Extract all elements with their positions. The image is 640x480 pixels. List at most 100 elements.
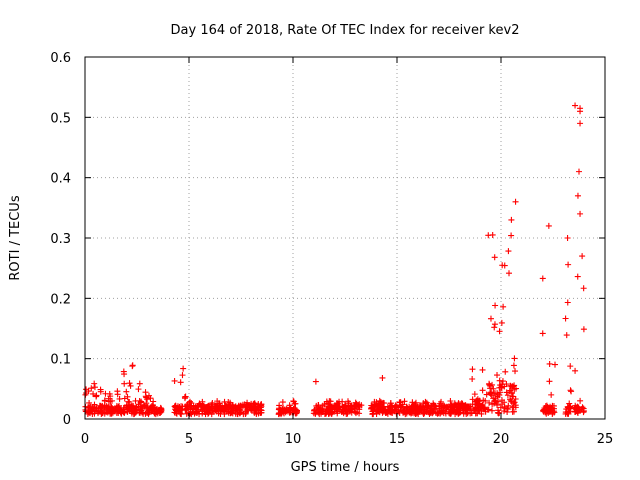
data-point xyxy=(506,270,513,277)
data-point xyxy=(412,399,419,406)
data-point xyxy=(545,222,552,229)
data-point xyxy=(323,409,330,416)
data-point xyxy=(228,409,235,416)
data-point xyxy=(114,391,121,398)
y-tick-label: 0.2 xyxy=(50,292,71,307)
data-point xyxy=(243,402,250,409)
data-point xyxy=(447,410,454,417)
data-point xyxy=(85,404,92,411)
data-point xyxy=(471,391,478,398)
data-point xyxy=(566,400,573,407)
y-tick-label: 0 xyxy=(63,413,71,428)
data-point xyxy=(494,372,501,379)
data-point xyxy=(124,393,131,400)
data-point xyxy=(504,408,511,415)
data-point xyxy=(571,408,578,415)
data-point xyxy=(509,393,516,400)
data-point xyxy=(182,393,189,400)
data-point xyxy=(572,102,579,109)
data-point xyxy=(171,377,178,384)
data-point xyxy=(229,410,236,417)
x-tick-label: 15 xyxy=(389,432,406,447)
data-point xyxy=(97,386,104,393)
data-point xyxy=(486,399,493,406)
data-point xyxy=(234,411,241,418)
x-tick-label: 20 xyxy=(493,432,510,447)
data-point xyxy=(494,402,501,409)
data-point xyxy=(126,380,133,387)
data-point xyxy=(143,409,150,416)
data-point xyxy=(489,381,496,388)
data-point xyxy=(546,360,553,367)
data-point xyxy=(403,403,410,410)
data-point xyxy=(247,403,254,410)
data-point xyxy=(328,410,335,417)
data-point xyxy=(105,398,112,405)
data-point xyxy=(200,403,207,410)
x-axis-label: GPS time / hours xyxy=(291,460,400,475)
data-point xyxy=(431,403,438,410)
data-point xyxy=(489,231,496,238)
data-point xyxy=(503,389,510,396)
data-point xyxy=(577,397,584,404)
data-point xyxy=(93,404,100,411)
data-point xyxy=(461,405,468,412)
data-point xyxy=(411,409,418,416)
data-point xyxy=(353,400,360,407)
data-point xyxy=(546,408,553,415)
data-point xyxy=(566,405,573,412)
data-point xyxy=(580,409,587,416)
y-tick-label: 0.4 xyxy=(50,172,71,187)
data-point xyxy=(177,410,184,417)
data-point xyxy=(112,406,119,413)
data-point xyxy=(341,405,348,412)
data-point xyxy=(511,399,518,406)
data-point xyxy=(577,120,584,127)
data-point xyxy=(482,397,489,404)
data-point xyxy=(384,403,391,410)
data-point xyxy=(178,406,185,413)
data-point xyxy=(511,355,518,362)
data-point xyxy=(471,407,478,414)
data-point xyxy=(183,402,190,409)
data-point xyxy=(224,404,231,411)
data-point xyxy=(506,388,513,395)
data-point xyxy=(334,410,341,417)
data-point xyxy=(327,403,334,410)
data-point xyxy=(579,253,586,260)
data-point xyxy=(508,216,515,223)
data-point xyxy=(380,408,387,415)
data-point xyxy=(417,404,424,411)
data-point xyxy=(502,368,509,375)
data-point xyxy=(196,400,203,407)
data-point xyxy=(109,409,116,416)
data-point xyxy=(123,388,130,395)
data-point xyxy=(139,403,146,410)
data-point xyxy=(312,378,319,385)
data-point xyxy=(564,235,571,241)
data-point xyxy=(568,388,575,395)
data-point xyxy=(491,390,498,397)
data-point xyxy=(86,399,93,406)
data-point xyxy=(377,399,384,406)
x-tick-labels: 0 5 10 15 20 25 xyxy=(81,432,613,447)
data-point xyxy=(293,409,300,416)
y-tick-label: 0.5 xyxy=(50,111,71,126)
data-point xyxy=(469,376,476,383)
x-tick-label: 5 xyxy=(185,432,193,447)
data-point xyxy=(475,398,482,405)
data-point xyxy=(292,400,299,407)
data-point xyxy=(508,383,515,390)
data-point xyxy=(178,411,185,418)
data-point xyxy=(507,397,514,404)
data-point xyxy=(487,315,494,322)
data-point xyxy=(239,401,246,408)
data-point xyxy=(486,380,493,387)
data-point xyxy=(540,406,547,413)
data-point xyxy=(85,409,92,416)
data-point xyxy=(194,408,201,415)
data-point xyxy=(221,408,228,415)
grid-lines xyxy=(85,57,605,419)
data-point xyxy=(343,411,350,418)
data-point xyxy=(487,385,494,392)
